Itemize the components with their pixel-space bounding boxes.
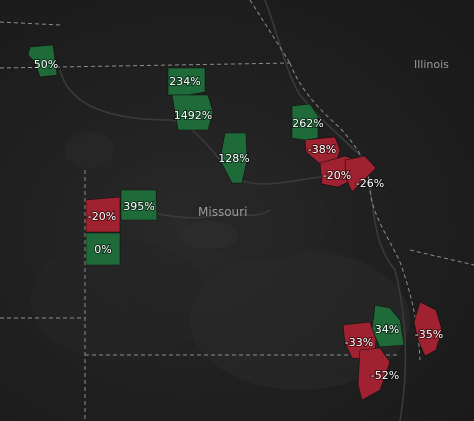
region-shape-9 [120,189,158,221]
region-label-3: 128% [218,152,249,165]
region-label-5: -38% [308,143,336,156]
region-label-9: 395% [123,200,154,213]
kentucky-border [409,249,474,266]
region-shape-4 [291,103,319,141]
region-shape-2 [171,94,214,131]
region-label-0: 50% [34,58,58,71]
arkansas-missouri-border [0,317,400,356]
region-label-12: -33% [345,336,373,349]
illinois-border [289,62,421,361]
region-label-13: -35% [415,328,443,341]
region-label-11: 34% [375,323,399,336]
region-label-10: 0% [94,243,111,256]
region-shape-1 [167,67,206,96]
region-label-8: -20% [88,210,116,223]
region-shape-13 [413,301,443,357]
region-shape-14 [357,347,391,401]
region-label-2: 1492% [174,109,212,122]
region-shapes [27,44,443,401]
upper-river-border [0,0,291,64]
region-shape-0 [27,44,58,78]
region-label-14: -52% [371,369,399,382]
region-label-1: 234% [169,75,200,88]
region-label-7: -26% [356,177,384,190]
region-label-4: 262% [292,117,323,130]
region-shape-3 [219,132,248,184]
region-labels: 50% 234% 1492% 128% 262% -38% -20% -26% … [33,57,444,383]
region-shape-8 [85,196,121,233]
iowa-missouri-border [0,62,291,69]
region-shape-10 [85,232,121,266]
region-shape-7 [344,155,377,193]
state-label-missouri: Missouri [198,205,248,219]
region-label-6: -20% [323,169,351,182]
state-label-illinois: Illinois [414,58,449,71]
